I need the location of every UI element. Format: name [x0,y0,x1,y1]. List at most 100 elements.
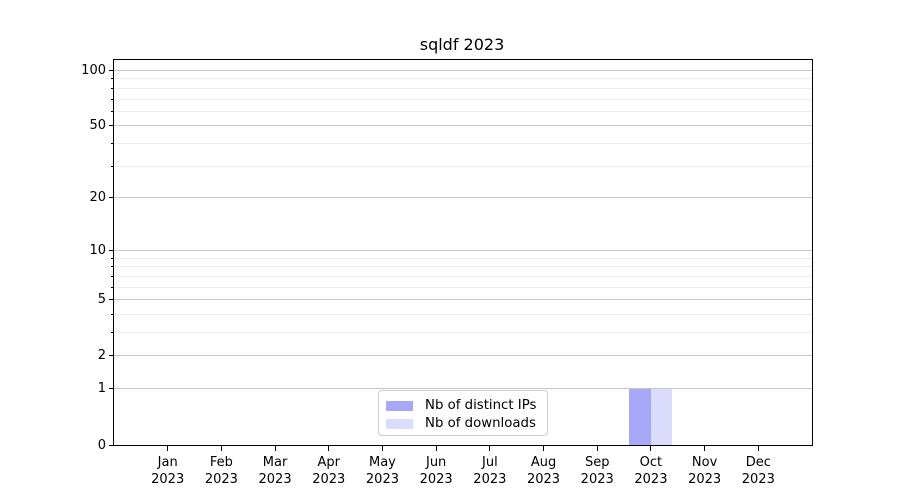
gridline-major [114,355,812,357]
x-tick-label: Aug 2023 [527,454,560,488]
x-tick-label-line: 2023 [580,472,614,487]
x-axis-tick [167,446,169,451]
legend-item-downloads: Nb of downloads [386,415,539,432]
x-tick-label-line: Dec [745,455,771,470]
x-axis-tick [328,446,330,451]
gridline-minor [114,275,812,277]
legend-item-distinct-ips: Nb of distinct IPs [386,397,539,414]
gridline-minor [114,87,812,89]
x-tick-label: Oct 2023 [634,454,667,488]
legend: Nb of distinct IPs Nb of downloads [378,390,548,436]
x-tick-label-line: 2023 [688,472,722,487]
x-tick-label-line: Jan [157,455,178,470]
x-tick-label: Mar 2023 [259,454,292,488]
y-tick-label: 5 [97,292,106,308]
x-axis-tick [704,446,706,451]
gridline-minor [114,257,812,259]
x-tick-label-line: Feb [209,455,233,470]
y-tick-label: 2 [97,348,106,364]
y-tick-label: 0 [97,437,106,453]
x-axis-tick [489,446,491,451]
x-tick-label-line: 2023 [258,472,292,487]
gridline-minor [114,78,812,80]
x-tick-label: Apr 2023 [312,454,345,488]
x-tick-label: May 2023 [366,454,399,488]
y-axis-minor-tick [111,87,114,89]
gridline-minor [114,286,812,288]
x-axis-tick [596,446,598,451]
x-tick-label-line: Nov [691,455,718,470]
x-axis-tick [435,446,437,451]
y-axis-minor-tick [111,266,114,268]
x-axis-tick [543,446,545,451]
x-tick-label: Sep 2023 [581,454,614,488]
y-axis-tick [109,299,114,301]
y-axis-tick [109,70,114,72]
x-tick-label: Jul 2023 [473,454,506,488]
legend-label-distinct-ips: Nb of distinct IPs [425,398,537,413]
x-tick-label-line: 2023 [312,472,346,487]
y-tick-label: 20 [89,190,106,206]
x-tick-label-line: Jul [482,455,498,470]
bar-nb-of-distinct-ips [629,388,651,445]
gridline-minor [114,143,812,145]
y-tick-label: 1 [97,381,106,397]
x-axis-tick [220,446,222,451]
x-tick-label-line: Oct [639,455,663,470]
gridline-major [114,388,812,390]
x-axis-tick [274,446,276,451]
gridline-minor [114,266,812,268]
x-tick-label: Jun 2023 [420,454,453,488]
gridline-minor [114,110,812,112]
legend-swatch-distinct-ips [386,400,413,411]
y-axis-minor-tick [111,275,114,277]
x-tick-label: Jan 2023 [151,454,184,488]
x-axis-tick [650,446,652,451]
x-tick-label-line: 2023 [741,472,775,487]
x-tick-label-line: 2023 [634,472,668,487]
y-axis-minor-tick [111,78,114,80]
gridline-minor [114,332,812,334]
x-tick-label: Dec 2023 [742,454,775,488]
gridline-major [114,249,812,251]
y-axis-minor-tick [111,110,114,112]
x-tick-label-line: May [369,455,396,470]
y-axis-tick [109,444,114,446]
x-tick-label-line: Sep [584,455,610,470]
y-tick-label: 50 [89,118,106,134]
y-tick-label: 10 [89,242,106,258]
y-tick-label: 100 [81,63,106,79]
y-axis-minor-tick [111,313,114,315]
y-axis-tick [109,388,114,390]
x-tick-label: Nov 2023 [688,454,721,488]
x-axis-tick [381,446,383,451]
x-tick-label-line: 2023 [151,472,185,487]
gridline-major [114,299,812,301]
y-axis-minor-tick [111,165,114,167]
x-tick-label-line: 2023 [473,472,507,487]
y-axis-minor-tick [111,332,114,334]
x-tick-label: Feb 2023 [205,454,238,488]
x-tick-label-line: 2023 [526,472,561,487]
gridline-major [114,70,812,72]
y-axis-minor-tick [111,98,114,100]
x-tick-label-line: Aug [530,455,557,470]
y-axis-tick [109,355,114,357]
y-axis-minor-tick [111,286,114,288]
plot-area: 0 1 2 5 10 20 50 100 Jan 2023 Feb 2023 Mar 2023 Apr 202… [81,59,813,487]
y-axis-minor-tick [111,143,114,145]
gridline-major [114,197,812,199]
x-tick-label-line: 2023 [204,472,238,487]
legend-label-downloads: Nb of downloads [425,416,536,431]
x-tick-label-line: Mar [262,455,288,470]
y-axis-minor-tick [111,257,114,259]
y-axis-tick [109,125,114,127]
gridline-minor [114,98,812,100]
x-tick-label-line: 2023 [365,472,399,487]
y-axis-tick [109,249,114,251]
x-tick-label-line: 2023 [419,472,453,487]
y-axis-tick [109,197,114,199]
chart-title: sqldf 2023 [419,35,505,54]
gridline-major [114,125,812,127]
